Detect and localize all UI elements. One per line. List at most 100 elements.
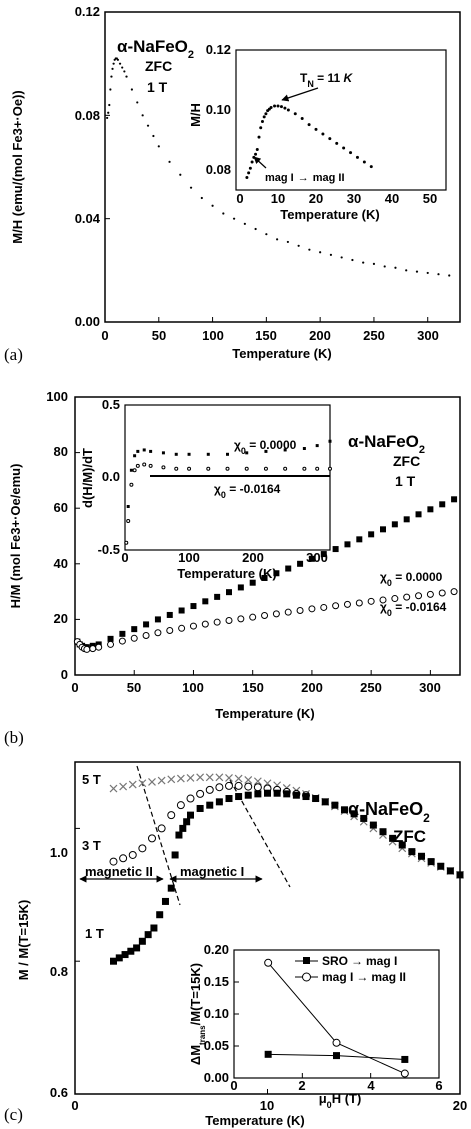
panel-c: 1.0 0.8 0.6 0 10 20 Temperature (K) M / … [4,761,467,1128]
panel-b-series1-point [107,640,115,648]
panel-c-series0-point [225,774,233,782]
panel-c-series0-point [167,775,176,784]
panel-b-series0-point [226,589,232,596]
panel-b-inset-x-tick-200: 200 [242,550,264,565]
panel-c-field-5T: 5 T [82,772,101,787]
panel-b-x-tick-50: 50 [127,680,141,695]
panel-c-series2-point [150,924,158,932]
panel-c-y-tick-0.8: 0.8 [50,964,68,979]
panel-c-zfc: ZFC [393,827,426,846]
panel-a-series0-point [415,270,419,273]
panel-a-series0-point [265,233,268,236]
panel-b-inset-series0-point [174,452,178,456]
panel-b-series1-point [355,599,363,607]
panel-a-x-tick-0: 0 [101,328,108,343]
panel-b-x-tick-200: 200 [301,680,323,695]
panel-c-x-tick-20: 20 [453,1098,467,1113]
panel-a-inset-transition-arrow [253,156,267,169]
panel-a-series0-point [448,274,451,277]
panel-a-series0-point [108,103,111,107]
panel-b-series0-point [403,516,410,523]
panel-c-series0-point [234,774,243,783]
panel-b-series0-point [273,570,280,577]
panel-b-inset-series0-point [315,444,319,448]
panel-b-series0-point [297,560,304,567]
panel-b-inset: 0.5 0.0 -0.5 0 100 200 300 Temperature (… [80,397,332,581]
panel-b-inset-series1-point [244,466,249,471]
panel-c-letter: (c) [4,1105,23,1124]
panel-c-inset: 0.20 0.15 0.10 0.05 0.00 0 2 4 6 μ0H (T)… [188,942,443,1110]
panel-a-series0-point [340,256,343,259]
panel-a-zfc: ZFC [145,58,172,74]
panel-a-inset-points [245,104,373,180]
panel-c-series2-point [161,897,169,905]
panel-b-series0-point [261,574,268,581]
panel-a-series0-point [107,111,110,114]
panel-a-inset-series0-point [254,152,258,156]
panel-b-inset-series0-point [142,448,146,452]
panel-b-series0-point [391,521,398,528]
panel-c-inset-x-tick-0: 0 [230,1078,237,1093]
panel-b-y-tick-60: 60 [54,500,68,515]
panel-c-series2-point [408,848,416,856]
panel-a-series0-point [276,238,279,241]
panel-b-inset-series0-point [133,454,137,458]
panel-a-series0-point [125,75,128,78]
panel-a-inset: 0.12 0.10 0.08 0 10 20 30 40 50 Temperat… [188,42,447,222]
panel-a-inset-series0-point [355,155,359,159]
panel-c-series2-point [127,947,135,955]
panel-c-series2-point [331,801,339,809]
panel-c-series1-point [148,834,156,843]
panel-b-series1-point [379,596,387,604]
panel-c-series1-point [157,824,166,833]
panel-a-series0-point [109,88,112,91]
panel-b-inset-series0-point [126,505,130,508]
panel-b-inset-series0-point [206,452,210,456]
panel-a-series0-point [179,173,182,176]
panel-c-series2-point [369,821,377,829]
panel-c-series1-point [119,854,128,863]
panel-a-inset-x-tick-10: 10 [271,191,285,206]
panel-b-inset-series0-point [283,448,287,452]
panel-a-y-tick-0.04: 0.04 [75,211,101,226]
panel-a-series0-point [118,62,122,65]
panel-c-series2-point [110,957,117,965]
panel-b-series0-point [380,526,386,533]
panel-a-inset-series0-point [335,141,339,145]
panel-b-series1-point [308,605,316,613]
panel-b-inset-y-tick-neg0.5: -0.5 [98,542,120,557]
panel-c-series2-point [144,931,152,939]
panel-b-frame [74,396,461,676]
panel-c-series0-point [196,773,205,782]
panel-b-inset-series1-point [124,540,129,545]
panel-b-series0-point [107,635,114,642]
panel-c-points [74,773,464,1095]
panel-a-series0-point [394,266,397,269]
panel-c-y-label: M / M(T=15K) [16,900,31,981]
panel-b-inset-frame [124,404,331,551]
panel-a-series0-point [232,217,236,220]
panel-a-inset-series0-point [321,132,325,136]
panel-b-inset-series0-point [149,449,153,453]
panel-b-series0-point [308,555,315,562]
panel-a-inset-x-tick-40: 40 [385,191,399,206]
panel-a-series0-point [243,222,246,225]
panel-a-y-tick-0.08: 0.08 [75,108,100,123]
panel-c-series0-point [128,780,137,789]
panel-a-series0-point [110,75,113,78]
panel-c-series0-point [186,774,195,782]
panel-b-compound: α-NaFeO2 [348,432,425,456]
panel-c-region-II-label: magnetic II [85,864,153,879]
panel-a-series0-point [308,248,311,251]
panel-b-series0-point [143,621,150,628]
panel-a-series0-point [211,204,214,207]
panel-a-series0-point [157,145,160,148]
panel-c-series2-point [341,806,348,814]
panel-a-inset-series0-point [259,126,263,130]
panel-c-series2-point [244,791,252,799]
panel-c-series2-point [235,793,243,801]
panel-c-inset-legend: SRO → mag I mag I → mag II [295,954,406,984]
legend-label-sro: SRO → mag I [322,954,397,968]
panel-a-inset-tn-label: TN = 11 K [300,71,354,89]
panel-b-series1-point [213,618,221,626]
